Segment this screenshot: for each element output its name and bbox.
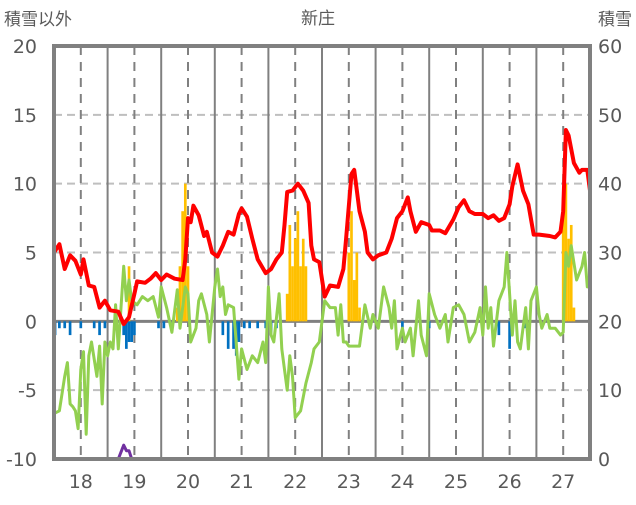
blue-bar xyxy=(242,321,246,329)
blue-bar xyxy=(122,321,126,336)
orange-bar xyxy=(127,266,131,322)
blue-bar xyxy=(226,321,230,349)
x-tick-label: 19 xyxy=(122,471,146,493)
orange-bar xyxy=(285,293,289,322)
blue-bar xyxy=(221,321,225,336)
y-tick-label: -5 xyxy=(18,380,37,402)
plot-frame xyxy=(52,44,592,461)
orange-bar xyxy=(293,238,297,322)
y2-tick-label: 10 xyxy=(598,380,622,402)
x-tick-label: 27 xyxy=(551,471,575,493)
orange-bar xyxy=(296,211,300,322)
orange-bar xyxy=(347,252,351,322)
blue-bar xyxy=(133,321,136,336)
blue-bar xyxy=(63,321,67,329)
blue-bar xyxy=(497,321,501,336)
blue-bar xyxy=(98,321,101,336)
blue-bar xyxy=(127,321,131,342)
blue-bar xyxy=(237,321,241,342)
right-axis-label: 積雪 xyxy=(598,10,632,30)
x-tick-label: 21 xyxy=(230,471,254,493)
x-tick-label: 25 xyxy=(444,471,468,493)
left-axis-label: 積雪以外 xyxy=(4,10,72,30)
orange-bar xyxy=(561,197,565,322)
y2-tick-label: 30 xyxy=(598,243,622,265)
blue-bar xyxy=(130,321,134,342)
blue-bar xyxy=(157,321,160,329)
y2-tick-label: 40 xyxy=(598,174,622,196)
x-tick-label: 23 xyxy=(337,471,361,493)
y2-tick-label: 50 xyxy=(598,105,622,127)
orange-bar xyxy=(301,238,305,322)
y2-tick-label: 60 xyxy=(598,36,622,58)
blue-bar xyxy=(401,321,404,329)
orange-bar xyxy=(358,307,361,322)
y-tick-label: 20 xyxy=(13,36,37,58)
y-tick-label: 10 xyxy=(13,174,37,196)
orange-bar xyxy=(355,252,359,322)
orange-bar xyxy=(350,211,353,322)
gridlines xyxy=(54,46,590,459)
orange-bar xyxy=(299,266,302,322)
red-line xyxy=(52,128,592,327)
x-tick-label: 20 xyxy=(176,471,200,493)
orange-bar xyxy=(572,307,576,322)
green-line xyxy=(53,244,590,436)
chart-title: 新庄 xyxy=(301,9,335,29)
orange-bar xyxy=(288,224,292,322)
y-tick-label: 0 xyxy=(25,311,37,333)
x-tick-label: 18 xyxy=(69,471,93,493)
orange-bar xyxy=(352,280,356,322)
x-tick-label: 22 xyxy=(283,471,307,493)
blue-bar xyxy=(79,321,83,329)
bars xyxy=(53,183,576,356)
x-tick-label: 26 xyxy=(498,471,522,493)
orange-bar xyxy=(178,266,182,322)
orange-bar xyxy=(175,307,179,322)
orange-bar xyxy=(569,224,573,322)
blue-bar xyxy=(58,321,61,329)
y2-tick-label: 20 xyxy=(598,311,622,333)
blue-bar xyxy=(248,321,251,329)
blue-bar xyxy=(162,321,166,329)
y-tick-label: 5 xyxy=(25,243,37,265)
blue-bar xyxy=(508,321,511,349)
x-tick-label: 24 xyxy=(390,471,414,493)
orange-bar xyxy=(291,266,294,322)
y2-tick-label: 0 xyxy=(598,449,610,471)
y-tick-label: 15 xyxy=(13,105,37,127)
blue-bar xyxy=(125,321,128,349)
orange-bar xyxy=(304,266,308,322)
orange-bar xyxy=(567,238,570,322)
blue-bar xyxy=(103,321,107,329)
y-tick-label: -10 xyxy=(6,449,37,471)
blue-bar xyxy=(92,321,96,329)
blue-bar xyxy=(256,321,260,329)
blue-bar xyxy=(68,321,72,336)
blue-bar xyxy=(232,321,235,349)
